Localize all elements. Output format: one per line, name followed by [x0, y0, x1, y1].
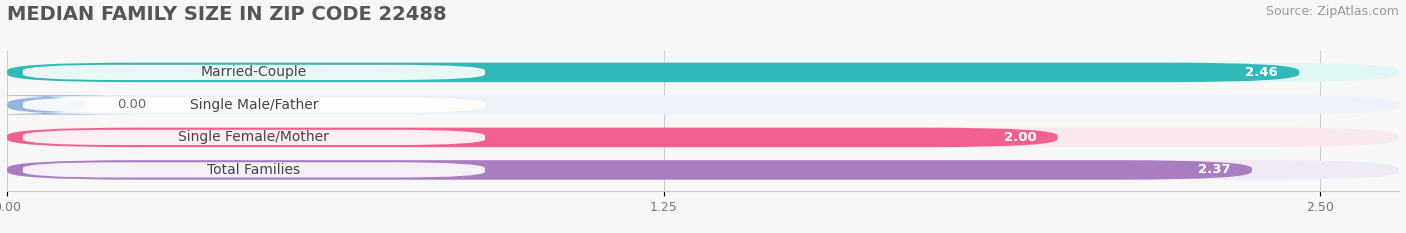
Text: Single Male/Father: Single Male/Father	[190, 98, 318, 112]
FancyBboxPatch shape	[22, 130, 485, 145]
FancyBboxPatch shape	[7, 128, 1399, 147]
Text: Single Female/Mother: Single Female/Mother	[179, 130, 329, 144]
Text: MEDIAN FAMILY SIZE IN ZIP CODE 22488: MEDIAN FAMILY SIZE IN ZIP CODE 22488	[7, 5, 447, 24]
Text: Married-Couple: Married-Couple	[201, 65, 307, 79]
FancyBboxPatch shape	[22, 65, 485, 80]
Text: Total Families: Total Families	[207, 163, 301, 177]
FancyBboxPatch shape	[22, 97, 485, 113]
FancyBboxPatch shape	[22, 162, 485, 178]
FancyBboxPatch shape	[7, 160, 1399, 180]
FancyBboxPatch shape	[7, 63, 1299, 82]
Text: 0.00: 0.00	[117, 98, 146, 111]
Text: 2.37: 2.37	[1198, 163, 1230, 176]
Text: Source: ZipAtlas.com: Source: ZipAtlas.com	[1265, 5, 1399, 18]
Text: 2.00: 2.00	[1004, 131, 1036, 144]
FancyBboxPatch shape	[7, 63, 1399, 82]
Text: 2.46: 2.46	[1246, 66, 1278, 79]
FancyBboxPatch shape	[0, 95, 138, 115]
FancyBboxPatch shape	[7, 128, 1057, 147]
FancyBboxPatch shape	[7, 95, 1399, 115]
FancyBboxPatch shape	[7, 160, 1251, 180]
